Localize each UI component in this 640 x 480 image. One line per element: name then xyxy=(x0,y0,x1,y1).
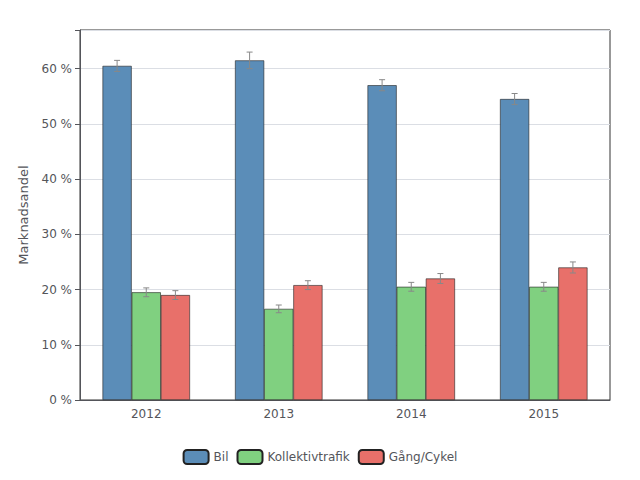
svg-text:Gång/Cykel: Gång/Cykel xyxy=(389,450,458,464)
svg-text:Kollektivtrafik: Kollektivtrafik xyxy=(268,450,350,464)
svg-text:60 %: 60 % xyxy=(42,62,73,76)
svg-text:40 %: 40 % xyxy=(42,172,73,186)
svg-text:2015: 2015 xyxy=(528,407,559,421)
svg-text:Bil: Bil xyxy=(214,450,229,464)
svg-text:2012: 2012 xyxy=(131,407,162,421)
svg-text:0 %: 0 % xyxy=(49,393,72,407)
svg-text:2014: 2014 xyxy=(396,407,427,421)
svg-text:Marknadsandel: Marknadsandel xyxy=(16,165,31,264)
svg-text:10 %: 10 % xyxy=(42,338,73,352)
svg-text:50 %: 50 % xyxy=(42,117,73,131)
svg-text:20 %: 20 % xyxy=(42,283,73,297)
svg-text:2013: 2013 xyxy=(263,407,294,421)
svg-text:30 %: 30 % xyxy=(42,227,73,241)
